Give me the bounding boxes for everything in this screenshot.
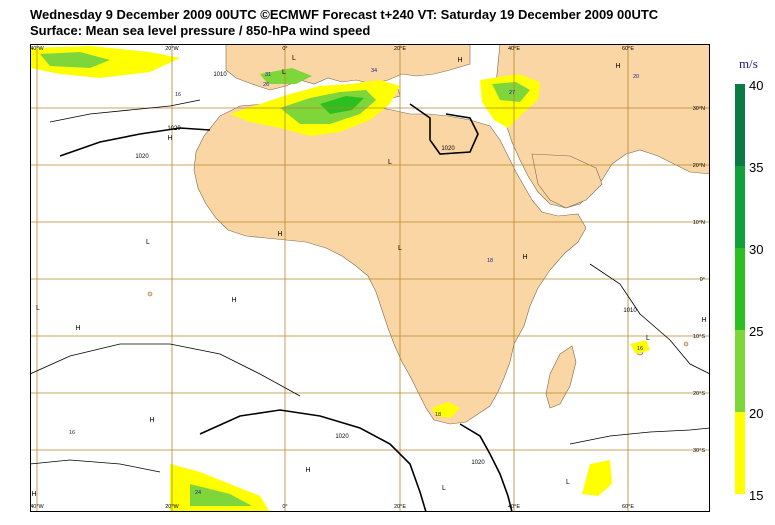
lat-label: 30°N (693, 106, 705, 112)
pressure-center: H (615, 63, 620, 70)
pressure-center: L (146, 239, 150, 246)
pressure-center: L (282, 69, 286, 76)
pressure-centers: L L H H L L H H L H H L H H L H L L H H (31, 55, 706, 498)
lon-label: 0° (282, 504, 287, 510)
wind-max-label: 18 (487, 258, 493, 264)
lat-label: 20°N (693, 163, 705, 169)
wind-speed-legend: m/s 40 35 30 25 20 15 (735, 60, 763, 500)
pressure-center: H (231, 297, 236, 304)
lat-label: 30°S (693, 448, 705, 454)
pressure-label: 1020 (167, 126, 181, 132)
wind-max-label: 16 (637, 346, 643, 352)
pressure-center: L (292, 55, 296, 62)
pressure-center: L (442, 485, 446, 492)
lat-label: 0° (700, 277, 705, 283)
lon-label: 40°W (30, 504, 44, 510)
legend-tick: 30 (749, 242, 763, 257)
pressure-label: 1020 (471, 460, 485, 466)
pressure-center: H (522, 254, 527, 261)
lon-label: 20°E (394, 46, 406, 52)
pressure-labels: 1020 1020 1020 1010 1010 1020 1020 (135, 72, 637, 466)
forecast-map[interactable]: 40°W 20°W 0° 20°E 40°E 60°E 40°W 20°W 0°… (30, 44, 710, 512)
pressure-label: 1010 (213, 72, 227, 78)
pressure-center: L (646, 335, 650, 342)
legend-band-25-30 (735, 248, 745, 330)
lon-label: 40°E (508, 504, 520, 510)
lon-labels: 40°W 20°W 0° 20°E 40°E 60°E (30, 504, 634, 510)
wind-max-labels: 31 26 34 27 16 18 16 16 24 20 18 (69, 68, 643, 496)
legend-tick: 20 (749, 406, 763, 421)
lon-label: 60°E (622, 504, 634, 510)
pressure-center: H (167, 135, 172, 142)
map-frame (30, 44, 710, 512)
legend-band-20-25 (735, 330, 745, 412)
lon-label: 0° (282, 46, 287, 52)
pressure-center: H (31, 491, 36, 498)
wind-max-label: 18 (435, 412, 441, 418)
pressure-center: H (75, 325, 80, 332)
legend-tick: 35 (749, 160, 763, 175)
legend-band-15-20 (735, 412, 745, 494)
pressure-center: L (388, 159, 392, 166)
pressure-center: H (149, 417, 154, 424)
title-line-1: Wednesday 9 December 2009 00UTC ©ECMWF F… (30, 7, 659, 22)
lon-label: 20°W (165, 46, 179, 52)
lon-label: 60°E (622, 46, 634, 52)
pressure-center: H (305, 467, 310, 474)
pressure-label: 1020 (441, 146, 455, 152)
lat-lon-grid (30, 44, 710, 512)
wind-max-label: 34 (371, 68, 377, 74)
lat-label: 10°S (693, 334, 705, 340)
lon-label: 40°E (508, 46, 520, 52)
pressure-center: H (457, 57, 462, 64)
pressure-label: 1010 (623, 308, 637, 314)
lon-labels-top: 40°W 20°W 0° 20°E 40°E 60°E (30, 46, 634, 52)
pressure-label: 1020 (335, 434, 349, 440)
pressure-center: L (36, 305, 40, 312)
land-masses (147, 44, 710, 425)
wind-max-label: 16 (175, 92, 181, 98)
lat-label: 20°S (693, 391, 705, 397)
pressure-center: H (277, 231, 282, 238)
isobars (30, 99, 710, 512)
pressure-label: 1020 (135, 154, 149, 160)
lat-labels: 30°N 20°N 10°N 0° 10°S 20°S 30°S (693, 106, 706, 454)
pressure-center: H (701, 317, 706, 324)
wind-max-label: 26 (263, 82, 269, 88)
lon-label: 20°W (165, 504, 179, 510)
legend-band-35-40 (735, 84, 745, 166)
wind-max-label: 31 (265, 72, 271, 78)
lon-label: 20°E (394, 504, 406, 510)
arabia-landmass (531, 153, 603, 209)
madagascar-landmass (545, 345, 577, 409)
legend-tick: 40 (749, 78, 763, 93)
wind-max-label: 20 (633, 74, 639, 80)
pressure-center: L (566, 479, 570, 486)
legend-band-30-35 (735, 166, 745, 248)
title-line-2: Surface: Mean sea level pressure / 850-h… (30, 23, 371, 38)
legend-tick: 15 (749, 488, 763, 500)
pressure-center: L (398, 245, 402, 252)
wind-max-label: 27 (509, 90, 515, 96)
legend-tick: 25 (749, 324, 763, 339)
lon-label: 40°W (30, 46, 44, 52)
legend-unit: m/s (739, 60, 758, 71)
lat-label: 10°N (693, 220, 705, 226)
wind-max-label: 16 (69, 430, 75, 436)
africa-landmass (193, 97, 587, 425)
wind-max-label: 24 (195, 490, 201, 496)
